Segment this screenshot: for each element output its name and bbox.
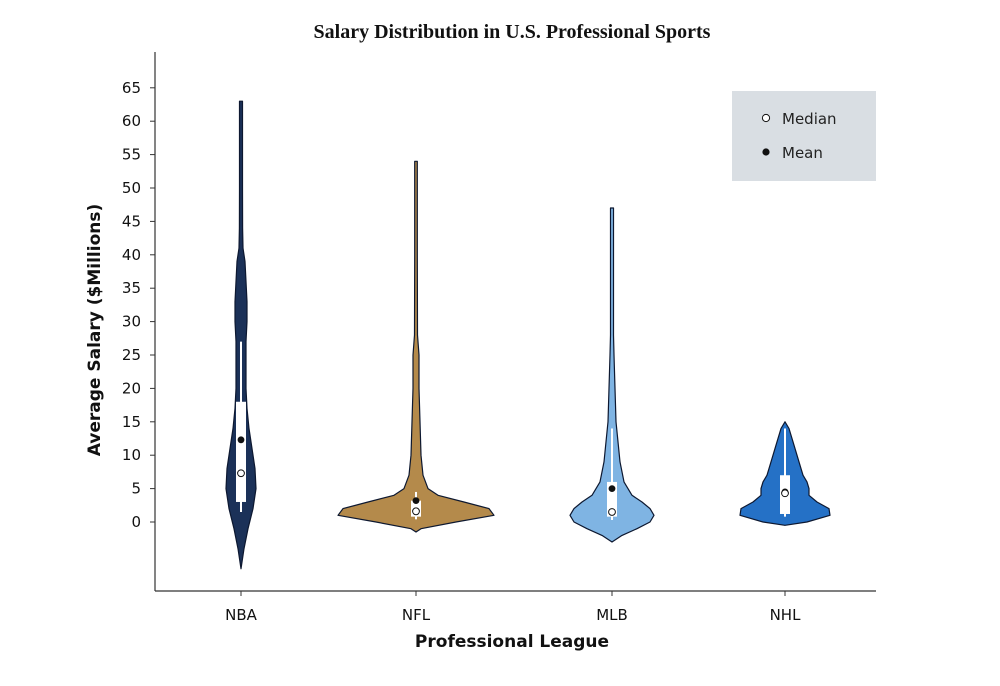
y-tick-label: 30 — [122, 313, 141, 331]
violin-body — [225, 100, 257, 570]
legend: Median Mean — [732, 91, 876, 181]
violin-mlb — [569, 207, 655, 543]
y-tick-label: 5 — [131, 480, 141, 498]
mean-marker — [412, 497, 420, 505]
violin-nfl — [337, 160, 495, 533]
median-marker — [781, 489, 789, 498]
y-tick-label: 60 — [122, 112, 141, 130]
plot-area — [225, 100, 831, 570]
violin-body — [569, 207, 655, 543]
y-tick-label: 40 — [122, 246, 141, 264]
y-tick-label: 0 — [131, 513, 141, 531]
y-tick-label: 65 — [122, 79, 141, 97]
mean-legend-marker — [762, 148, 770, 156]
mean-marker — [237, 436, 245, 444]
iqr-box — [236, 401, 246, 502]
chart-title: Salary Distribution in U.S. Professional… — [314, 21, 711, 43]
legend-mean-label: Mean — [782, 144, 823, 162]
median-marker — [412, 507, 420, 516]
x-ticks: NBA NFL MLB NHL — [225, 591, 801, 624]
iqr-box — [607, 481, 617, 517]
x-tick-label: NHL — [770, 606, 802, 624]
x-tick-label: MLB — [596, 606, 628, 624]
y-tick-label: 15 — [122, 413, 141, 431]
mean-marker — [608, 485, 616, 492]
x-tick-label: NFL — [402, 606, 431, 624]
violin-nhl — [739, 421, 831, 526]
median-legend-marker — [761, 113, 771, 123]
violin-nba — [225, 100, 257, 570]
y-tick-label: 45 — [122, 212, 141, 230]
y-tick-label: 10 — [122, 446, 141, 464]
y-axis-label: Average Salary ($Millions) — [85, 204, 105, 457]
legend-box — [732, 91, 876, 181]
y-tick-label: 25 — [122, 346, 141, 364]
median-marker — [237, 469, 245, 478]
y-tick-label: 55 — [122, 146, 141, 164]
y-tick-label: 35 — [122, 279, 141, 297]
median-marker — [608, 508, 616, 516]
violin-body — [337, 160, 495, 533]
y-tick-label: 20 — [122, 379, 141, 397]
legend-median-label: Median — [782, 110, 837, 128]
y-ticks: 0 5 10 15 20 25 30 35 40 45 50 55 60 65 — [122, 79, 155, 531]
x-tick-label: NBA — [225, 606, 258, 624]
x-axis-label: Professional League — [415, 632, 609, 652]
y-tick-label: 50 — [122, 179, 141, 197]
